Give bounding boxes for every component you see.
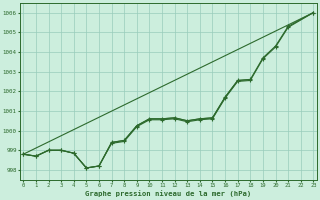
X-axis label: Graphe pression niveau de la mer (hPa): Graphe pression niveau de la mer (hPa) — [85, 190, 252, 197]
